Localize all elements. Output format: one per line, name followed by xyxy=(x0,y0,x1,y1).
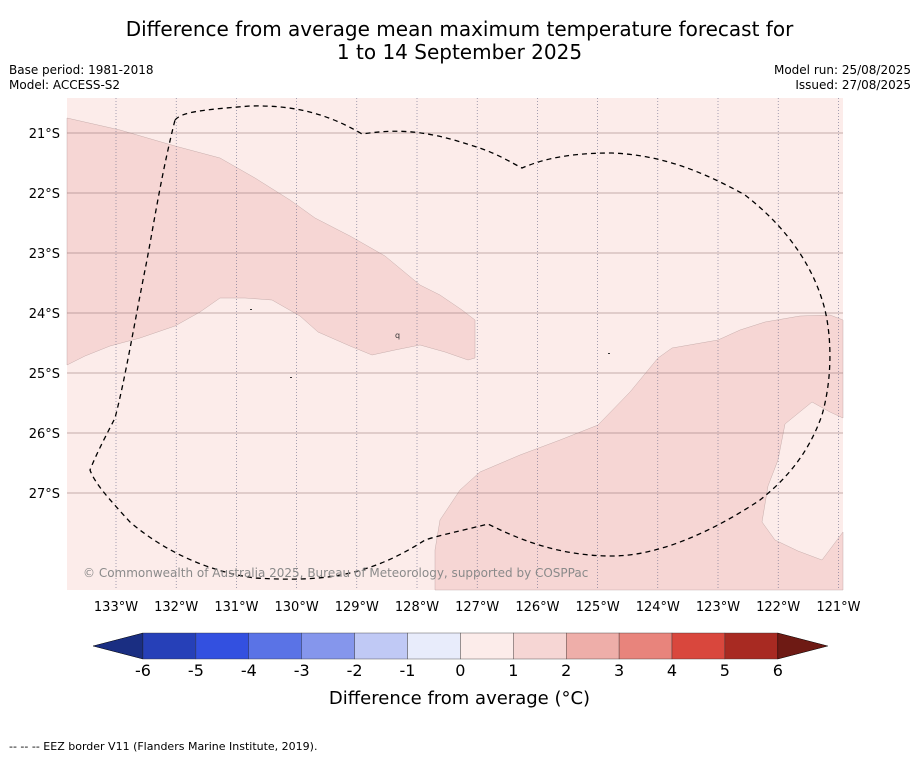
island-mark: q xyxy=(395,331,400,340)
colorbar-extend-low xyxy=(92,632,144,660)
colorbar-label: Difference from average (°C) xyxy=(328,688,591,709)
latitude-tick-label: 26°S xyxy=(29,427,60,442)
model-run-text: Model run: 25/08/2025 xyxy=(773,63,911,77)
colorbar-tick-label: 3 xyxy=(614,661,624,680)
colorbar-segment xyxy=(248,632,302,660)
latitude-tick-label: 22°S xyxy=(29,187,60,202)
colorbar-tick-label: -6 xyxy=(135,661,151,680)
longitude-gridlines xyxy=(115,98,839,590)
colorbar-segment xyxy=(460,632,514,660)
longitude-tick-label: 127°W xyxy=(455,600,499,615)
colorbar-tick-label: -4 xyxy=(241,661,257,680)
island-dot xyxy=(608,353,610,354)
colorbar-segment xyxy=(724,632,779,660)
longitude-tick-label: 126°W xyxy=(515,600,559,615)
longitude-tick-label: 129°W xyxy=(335,600,379,615)
colorbar-segment xyxy=(195,632,249,660)
latitude-tick-label: 27°S xyxy=(29,487,60,502)
meta-right: Model run: 25/08/2025 Issued: 27/08/2025 xyxy=(774,63,911,93)
eez-border-line xyxy=(89,105,831,580)
copyright-text: © Commonwealth of Australia 2025, Bureau… xyxy=(83,566,588,580)
colorbar-tick-label: 2 xyxy=(561,661,571,680)
warm-region-north xyxy=(66,117,476,366)
island-dot xyxy=(250,309,252,310)
longitude-tick-label: 125°W xyxy=(576,600,620,615)
colorbar-tick-label: 4 xyxy=(667,661,677,680)
colorbar-segment xyxy=(671,632,726,660)
longitude-tick-label: 130°W xyxy=(275,600,319,615)
island-dot xyxy=(290,377,292,378)
meta-left: Base period: 1981-2018 Model: ACCESS-S2 xyxy=(9,63,154,93)
colorbar-segment xyxy=(513,632,567,660)
issued-text: Issued: 27/08/2025 xyxy=(795,78,911,92)
colorbar-segment xyxy=(142,632,197,660)
longitude-tick-labels: 133°W 132°W 131°W 130°W 129°W 128°W 127°W 126°W… xyxy=(94,600,861,615)
colorbar-tick-label: 5 xyxy=(720,661,730,680)
longitude-tick-label: 122°W xyxy=(756,600,800,615)
colorbar-segment xyxy=(407,632,461,660)
latitude-tick-label: 23°S xyxy=(29,247,60,262)
longitude-tick-label: 132°W xyxy=(154,600,198,615)
warm-region-south xyxy=(434,314,844,591)
colorbar-tick-label: -2 xyxy=(347,661,363,680)
colorbar-tick-label: -3 xyxy=(294,661,310,680)
colorbar-segment xyxy=(354,632,408,660)
colorbar-segment xyxy=(566,632,620,660)
latitude-tick-label: 25°S xyxy=(29,367,60,382)
longitude-tick-label: 123°W xyxy=(696,600,740,615)
colorbar-tick-label: 1 xyxy=(508,661,518,680)
latitude-tick-label: 21°S xyxy=(29,127,60,142)
latitude-tick-label: 24°S xyxy=(29,307,60,322)
footnote-eez: -- -- -- EEZ border V11 (Flanders Marine… xyxy=(9,740,318,753)
chart-title: Difference from average mean maximum tem… xyxy=(0,18,919,64)
latitude-gridlines xyxy=(67,132,843,494)
colorbar-tick-label: -5 xyxy=(188,661,204,680)
model-text: Model: ACCESS-S2 xyxy=(9,78,121,92)
colorbar-extend-high xyxy=(777,632,829,660)
title-line-1: Difference from average mean maximum tem… xyxy=(125,17,794,41)
colorbar-tick-label: -1 xyxy=(400,661,416,680)
longitude-tick-label: 124°W xyxy=(636,600,680,615)
longitude-tick-label: 128°W xyxy=(395,600,439,615)
latitude-tick-labels: 21°S 22°S 23°S 24°S 25°S 26°S 27°S xyxy=(29,127,60,502)
colorbar-tick-label: 0 xyxy=(455,661,465,680)
title-line-2: 1 to 14 September 2025 xyxy=(336,40,583,64)
longitude-tick-label: 131°W xyxy=(214,600,258,615)
colorbar: -6 -5 -4 -3 -2 -1 0 1 2 3 4 5 6 xyxy=(92,632,829,680)
longitude-tick-label: 121°W xyxy=(816,600,860,615)
longitude-tick-label: 133°W xyxy=(94,600,138,615)
colorbar-segment xyxy=(301,632,355,660)
base-period-text: Base period: 1981-2018 xyxy=(9,63,154,77)
colorbar-tick-label: 6 xyxy=(773,661,783,680)
colorbar-segment xyxy=(618,632,673,660)
